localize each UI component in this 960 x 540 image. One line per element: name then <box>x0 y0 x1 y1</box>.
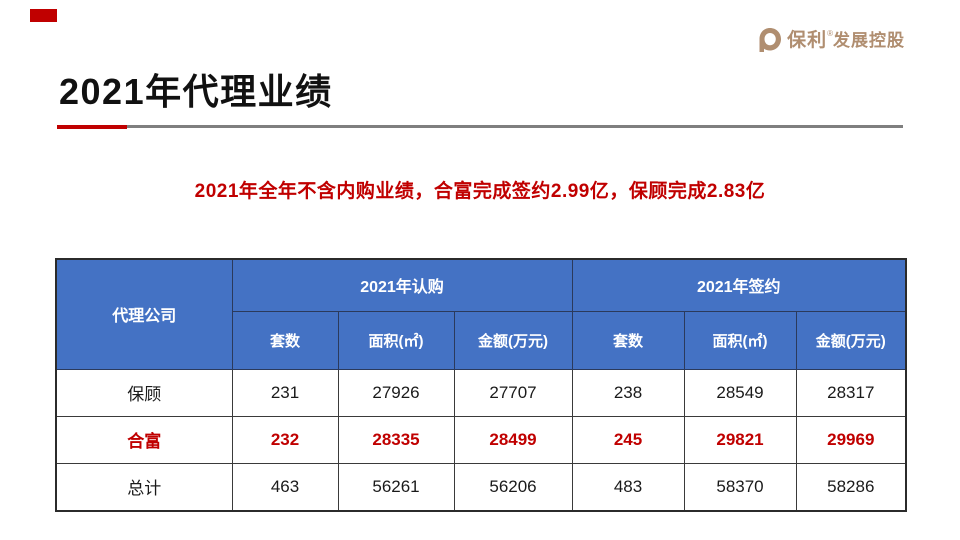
title-divider <box>57 124 903 129</box>
value-cell: 28499 <box>453 415 573 464</box>
key-message: 2021年全年不含内购业绩，合富完成签约2.99亿，保顾完成2.83亿 <box>194 181 766 202</box>
col-header-area-signed: 面积(㎡) <box>683 310 797 370</box>
value-cell: 28549 <box>683 368 797 417</box>
value-cell: 58370 <box>683 462 797 512</box>
value-cell: 58286 <box>795 462 907 512</box>
col-header-units-signed: 套数 <box>571 310 685 370</box>
value-cell: 27707 <box>453 368 573 417</box>
company-cell: 保顾 <box>55 368 233 417</box>
value-cell: 28317 <box>795 368 907 417</box>
page-title: 2021年代理业绩 <box>59 71 333 112</box>
title-divider-accent <box>57 124 127 129</box>
col-header-units-sub: 套数 <box>231 310 339 370</box>
table-group-header-subscription: 2021年认购 <box>231 258 573 312</box>
corner-accent-mark <box>30 9 57 22</box>
value-cell: 29969 <box>795 415 907 464</box>
value-cell: 56206 <box>453 462 573 512</box>
value-cell: 463 <box>231 462 339 512</box>
table-group-header-contract: 2021年签约 <box>571 258 907 312</box>
value-cell: 231 <box>231 368 339 417</box>
table-row-baogu: 保顾 231 27926 27707 238 28549 28317 <box>55 368 907 417</box>
col-header-amount-sub: 金额(万元) <box>453 310 573 370</box>
company-cell: 合富 <box>55 415 233 464</box>
value-cell: 29821 <box>683 415 797 464</box>
poly-logo-icon <box>759 28 782 52</box>
registered-mark: ® <box>827 29 833 38</box>
value-cell: 238 <box>571 368 685 417</box>
table-group-header-row: 代理公司 2021年认购 2021年签约 <box>55 258 907 370</box>
value-cell: 56261 <box>337 462 455 512</box>
col-header-area-sub: 面积(㎡) <box>337 310 455 370</box>
table-row-hefu: 合富 232 28335 28499 245 29821 29969 <box>55 415 907 464</box>
brand-name: 保利 <box>787 29 828 51</box>
value-cell: 483 <box>571 462 685 512</box>
col-header-amount-signed: 金额(万元) <box>795 310 907 370</box>
value-cell: 232 <box>231 415 339 464</box>
table-row-total: 总计 463 56261 56206 483 58370 58286 <box>55 462 907 512</box>
company-cell: 总计 <box>55 462 233 512</box>
performance-table: 代理公司 2021年认购 2021年签约 套数 面积(㎡) 金额(万元) 套数 … <box>55 258 908 512</box>
value-cell: 28335 <box>337 415 455 464</box>
brand-suffix: 发展控股 <box>833 30 905 50</box>
value-cell: 245 <box>571 415 685 464</box>
table-subheader-row: 套数 面积(㎡) 金额(万元) 套数 面积(㎡) 金额(万元) <box>56 310 907 370</box>
value-cell: 27926 <box>337 368 455 417</box>
table-header-company: 代理公司 <box>55 258 233 370</box>
brand-logo: 保利 ® 发展控股 <box>758 27 905 53</box>
